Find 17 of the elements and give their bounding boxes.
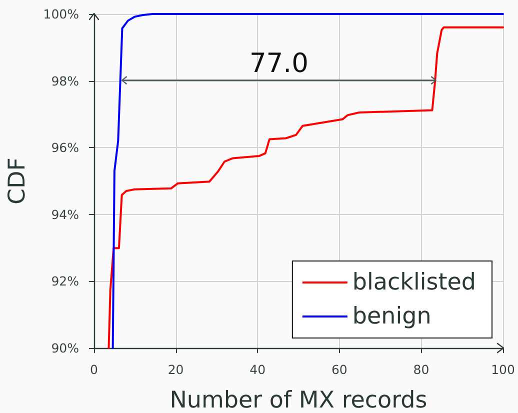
x-axis-title: Number of MX records — [170, 388, 428, 413]
y-axis-title: CDF — [4, 158, 30, 204]
x-tick-label: 20 — [168, 362, 184, 377]
legend-label: benign — [352, 304, 432, 330]
x-tick-label: 0 — [90, 362, 98, 377]
y-tick-label: 98% — [51, 73, 80, 88]
y-tick-label: 96% — [51, 140, 80, 156]
y-tick-label: 94% — [51, 206, 80, 222]
x-tick-label: 40 — [250, 362, 266, 377]
y-tick-label: 92% — [51, 274, 80, 289]
annotation: 77.0 — [249, 48, 308, 79]
y-tick-label: 100% — [43, 6, 80, 22]
x-tick-label: 100 — [491, 362, 515, 377]
legend-label: blacklisted — [352, 270, 476, 296]
x-tick-label: 80 — [413, 362, 430, 377]
y-tick-label: 90% — [51, 340, 80, 356]
x-tick-label: 60 — [331, 362, 348, 377]
